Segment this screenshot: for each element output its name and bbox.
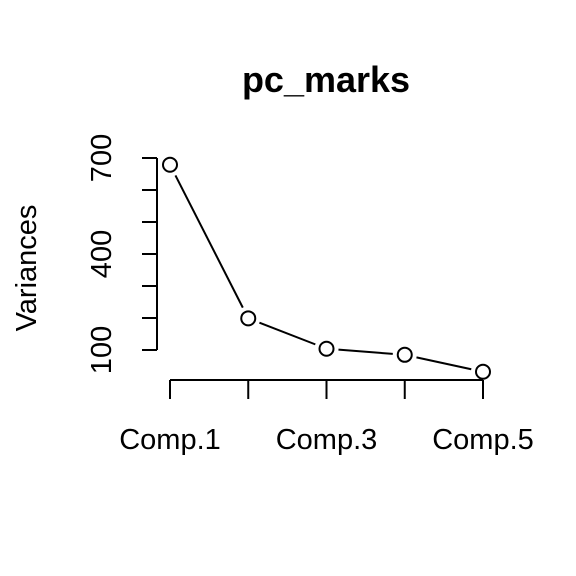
series-segment: [174, 174, 244, 309]
series-segment: [416, 356, 472, 371]
series-segment: [259, 321, 316, 346]
data-point: [318, 340, 335, 357]
y-tick-label: 100: [86, 326, 118, 374]
data-point: [396, 346, 413, 363]
y-axis-label: Variances: [11, 205, 43, 332]
series-segment: [338, 348, 393, 355]
data-point: [162, 156, 178, 173]
y-axis: 100 400 700: [86, 134, 158, 374]
x-tick-label: Comp.1: [119, 424, 221, 456]
x-tick-label: Comp.5: [432, 424, 534, 456]
data-point: [240, 310, 257, 327]
x-tick-label: Comp.3: [276, 424, 378, 456]
data-point: [475, 363, 491, 380]
chart-title: pc_marks: [242, 59, 410, 100]
y-tick-label: 700: [86, 134, 118, 182]
series-layer: [162, 156, 491, 380]
y-tick-label: 400: [86, 230, 118, 278]
x-axis: Comp.1 Comp.3 Comp.5: [119, 379, 534, 456]
